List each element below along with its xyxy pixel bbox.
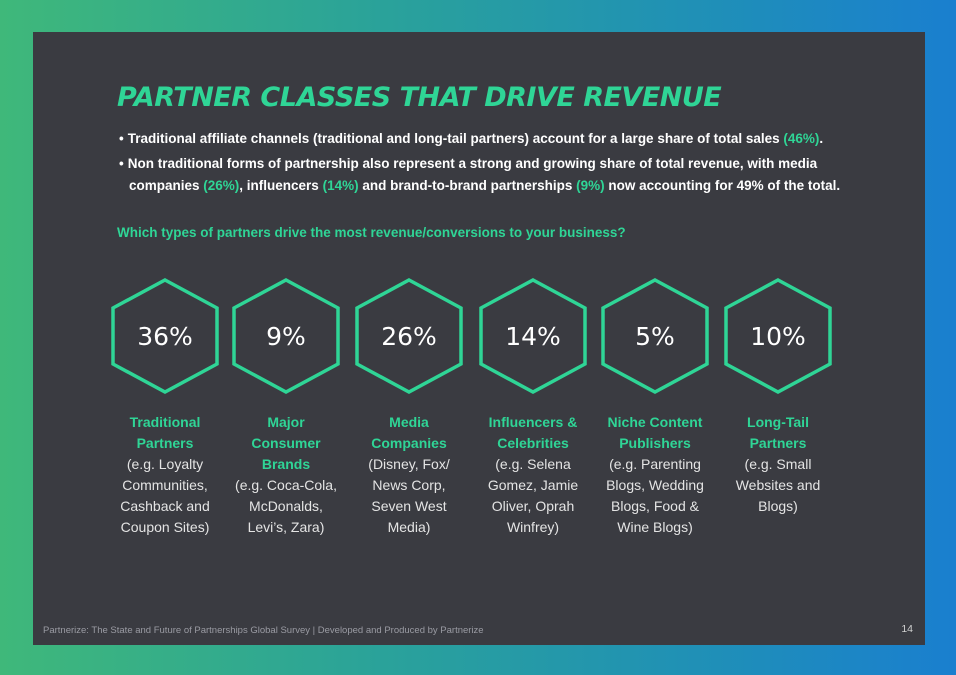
stat-examples: (e.g. Small Websites and Blogs) bbox=[713, 454, 843, 517]
stat-percent: 14% bbox=[505, 321, 561, 351]
stat-examples: (e.g. Parenting Blogs, Wedding Blogs, Food… bbox=[590, 454, 720, 538]
stat-example-line: (e.g. Parenting bbox=[609, 456, 701, 472]
stat-percent: 5% bbox=[635, 321, 675, 351]
stat-percent: 26% bbox=[381, 321, 437, 351]
hexagon-outline-icon bbox=[355, 278, 463, 394]
bullet-traditional: • Traditional affiliate channels (traditi… bbox=[119, 131, 824, 146]
stat-label-line: Media bbox=[389, 414, 429, 430]
stat-example-line: (e.g. Loyalty bbox=[126, 456, 204, 472]
hexagon-badge: 10% bbox=[723, 278, 833, 394]
stat-example-line: Media) bbox=[387, 519, 431, 535]
stat-example-line: Blogs) bbox=[758, 498, 798, 514]
hexagon-badge: 5% bbox=[600, 278, 710, 394]
stat-label: Major Consumer Brands bbox=[221, 412, 351, 475]
partner-stat: 5% Niche Content Publishers (e.g. Parenting… bbox=[590, 278, 720, 538]
footer-credit: Partnerize: The State and Future of Part… bbox=[43, 625, 484, 636]
stat-example-line: (Disney, Fox/ bbox=[368, 456, 450, 472]
stat-label-line: Traditional bbox=[129, 414, 201, 430]
hexagon-outline-icon bbox=[724, 278, 832, 394]
stat-label-line: Partners bbox=[136, 435, 194, 451]
stat-example-line: Seven West bbox=[371, 498, 447, 514]
stat-example-line: Levi’s, Zara) bbox=[247, 519, 325, 535]
partner-stat: 26% Media Companies (Disney, Fox/News Corp,… bbox=[344, 278, 474, 538]
stat-percent: 36% bbox=[137, 321, 193, 351]
stat-label-line: Consumer bbox=[251, 435, 321, 451]
hexagon-outline-icon bbox=[479, 278, 587, 394]
stat-example-line: Winfrey) bbox=[506, 519, 560, 535]
stat-label: Media Companies bbox=[344, 412, 474, 454]
stat-label: Influencers & Celebrities bbox=[468, 412, 598, 454]
stat-example-line: Cashback and bbox=[120, 498, 210, 514]
stat-percent: 9% bbox=[266, 321, 306, 351]
partner-stat: 9% Major Consumer Brands (e.g. Coca-Cola, McD… bbox=[221, 278, 351, 538]
page-card: PARTNER CLASSES THAT DRIVE REVENUE • Trad… bbox=[33, 32, 925, 645]
stat-percent: 10% bbox=[750, 321, 806, 351]
stat-example-line: Oliver, Oprah bbox=[491, 498, 575, 514]
stat-label-line: Brands bbox=[261, 456, 311, 472]
stat-label: Traditional Partners bbox=[100, 412, 230, 454]
stat-label-line: Publishers bbox=[619, 435, 691, 451]
hexagon-badge: 36% bbox=[110, 278, 220, 394]
stat-example-line: (e.g. Coca-Cola, bbox=[235, 477, 337, 493]
stat-example-line: McDonalds, bbox=[249, 498, 323, 514]
bullet-non-traditional: • Non traditional forms of partnership al… bbox=[119, 156, 841, 193]
hexagon-badge: 14% bbox=[478, 278, 588, 394]
partner-stat: 10% Long-Tail Partners (e.g. Small Websites … bbox=[713, 278, 843, 517]
stat-examples: (e.g. Coca-Cola, McDonalds, Levi’s, Zara) bbox=[221, 475, 351, 538]
page-number: 14 bbox=[901, 623, 913, 635]
survey-question: Which types of partners drive the most r… bbox=[117, 225, 626, 240]
stat-label-line: Influencers & bbox=[488, 414, 578, 430]
stat-label-line: Major bbox=[267, 414, 305, 430]
partner-stat: 36% Traditional Partners (e.g. Loyalty Commu… bbox=[100, 278, 230, 538]
stat-examples: (Disney, Fox/News Corp, Seven West Media) bbox=[344, 454, 474, 538]
stat-label-line: Long-Tail bbox=[747, 414, 809, 430]
stat-example-line: (e.g. Selena bbox=[495, 456, 571, 472]
stat-example-line: Blogs, Wedding bbox=[606, 477, 704, 493]
stat-example-line: Communities, bbox=[122, 477, 208, 493]
stat-label: Long-Tail Partners bbox=[713, 412, 843, 454]
stat-examples: (e.g. Selena Gomez, Jamie Oliver, Oprah Win… bbox=[468, 454, 598, 538]
stat-example-line: Blogs, Food & bbox=[611, 498, 699, 514]
partner-stat: 14% Influencers & Celebrities (e.g. Selena G… bbox=[468, 278, 598, 538]
stat-label-line: Companies bbox=[371, 435, 447, 451]
stat-label-line: Partners bbox=[749, 435, 807, 451]
stat-example-line: Gomez, Jamie bbox=[487, 477, 579, 493]
stat-example-line: (e.g. Small bbox=[744, 456, 812, 472]
stat-example-line: News Corp, bbox=[372, 477, 446, 493]
hexagon-badge: 26% bbox=[354, 278, 464, 394]
hexagon-outline-icon bbox=[111, 278, 219, 394]
stat-example-line: Websites and bbox=[735, 477, 821, 493]
stat-label-line: Niche Content bbox=[607, 414, 703, 430]
stat-example-line: Coupon Sites) bbox=[120, 519, 210, 535]
stat-label: Niche Content Publishers bbox=[590, 412, 720, 454]
page-title: PARTNER CLASSES THAT DRIVE REVENUE bbox=[117, 82, 722, 113]
stat-example-line: Wine Blogs) bbox=[617, 519, 693, 535]
hexagon-outline-icon bbox=[601, 278, 709, 394]
stat-label-line: Celebrities bbox=[497, 435, 569, 451]
hexagon-badge: 9% bbox=[231, 278, 341, 394]
hexagon-outline-icon bbox=[232, 278, 340, 394]
stat-examples: (e.g. Loyalty Communities, Cashback and Cou… bbox=[100, 454, 230, 538]
